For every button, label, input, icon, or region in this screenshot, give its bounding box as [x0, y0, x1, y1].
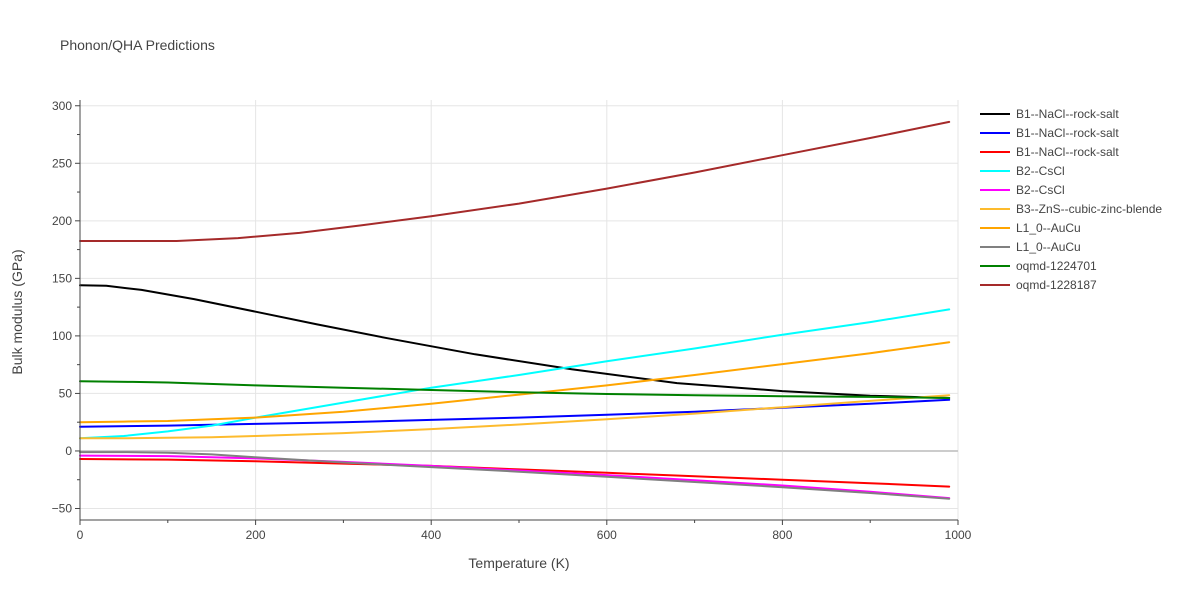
- chart-title: Phonon/QHA Predictions: [60, 37, 215, 53]
- series-line-9: [79, 380, 951, 399]
- series-line-7: [79, 341, 951, 424]
- y-tick-label: 150: [52, 271, 72, 285]
- series-line-4: [79, 308, 951, 440]
- axes: 0 200 400 600 800 1000 −50 0 50 100 150 200 250 300: [52, 99, 972, 542]
- series-line-10: [79, 120, 951, 242]
- y-tick-label: 50: [59, 386, 73, 400]
- legend-label: L1_0--AuCu: [1016, 240, 1081, 254]
- x-tick-label: 0: [77, 528, 84, 542]
- y-tick-label: −50: [52, 501, 73, 515]
- legend-label: L1_0--AuCu: [1016, 221, 1081, 235]
- y-tick-label: 200: [52, 214, 72, 228]
- legend-label: oqmd-1224701: [1016, 259, 1097, 273]
- y-axis-title: Bulk modulus (GPa): [9, 249, 25, 374]
- series-line-5: [79, 454, 951, 500]
- x-tick-label: 1000: [945, 528, 972, 542]
- legend-label: B2--CsCl: [1016, 183, 1065, 197]
- legend-label: B1--NaCl--rock-salt: [1016, 107, 1119, 121]
- y-tick-label: 0: [65, 444, 72, 458]
- legend-label: oqmd-1228187: [1016, 278, 1097, 292]
- x-tick-label: 400: [421, 528, 441, 542]
- legend-label: B3--ZnS--cubic-zinc-blende: [1016, 202, 1162, 216]
- x-tick-label: 800: [772, 528, 792, 542]
- series-line-3: [79, 458, 951, 488]
- grid: [79, 100, 959, 520]
- legend: B1--NaCl--rock-salt B1--NaCl--rock-salt B1…: [980, 107, 1162, 292]
- legend-label: B1--NaCl--rock-salt: [1016, 145, 1119, 159]
- series-group: [79, 120, 951, 500]
- x-axis-title: Temperature (K): [468, 555, 569, 571]
- series-line-6: [79, 394, 951, 440]
- y-tick-label: 300: [52, 99, 72, 113]
- y-tick-label: 100: [52, 329, 72, 343]
- series-line-2: [79, 398, 951, 428]
- series-line-1: [79, 284, 951, 399]
- series-line-8: [79, 451, 951, 500]
- legend-label: B2--CsCl: [1016, 164, 1065, 178]
- x-tick-label: 200: [246, 528, 266, 542]
- legend-label: B1--NaCl--rock-salt: [1016, 126, 1119, 140]
- y-tick-label: 250: [52, 156, 72, 170]
- x-tick-label: 600: [597, 528, 617, 542]
